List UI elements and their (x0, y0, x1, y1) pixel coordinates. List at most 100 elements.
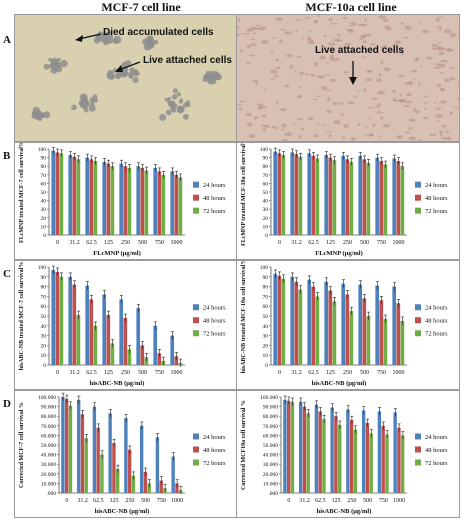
cell-speck (270, 69, 278, 74)
bar (328, 157, 333, 235)
cell-speck (363, 88, 367, 93)
cell-cluster-blob (182, 113, 189, 120)
legend-label: 48 hours (425, 318, 448, 325)
bar (89, 159, 94, 235)
y-tick-label: 90.000 (263, 405, 278, 411)
cell-cluster-blob (154, 40, 159, 45)
x-tick-label: 125 (104, 240, 113, 246)
bar (345, 159, 350, 235)
cell-speck (377, 90, 386, 95)
cell-speck (408, 81, 413, 85)
bar (341, 283, 346, 365)
cell-speck (308, 39, 314, 44)
legend-swatch (193, 194, 199, 201)
x-tick-label: 1000 (171, 240, 183, 246)
cell-speck (431, 43, 439, 47)
bar (174, 174, 179, 235)
cell-cluster-blob (212, 72, 216, 76)
cell-speck (250, 42, 257, 47)
bar (155, 437, 160, 493)
bar (314, 404, 319, 493)
cell-speck (397, 75, 405, 78)
cell-speck (451, 106, 459, 108)
cell-speck (433, 66, 440, 69)
x-tick-label: 62.5 (93, 498, 104, 504)
cell-speck (289, 64, 293, 69)
cell-speck (404, 25, 412, 30)
cell-speck (248, 27, 255, 32)
cell-speck (328, 18, 333, 22)
y-tick-label: 100 (260, 147, 269, 153)
bar (159, 480, 163, 493)
bar (147, 483, 151, 493)
cell-speck (406, 92, 412, 96)
y-tick-label: 20 (41, 343, 47, 349)
cell-speck (444, 130, 450, 133)
bar (307, 153, 312, 235)
cell-speck (438, 51, 445, 56)
y-tick-label: 90.000 (41, 405, 56, 411)
bar (338, 424, 342, 493)
cell-speck (273, 74, 279, 78)
x-tick-label: 1000 (393, 370, 405, 376)
cell-speck (328, 133, 332, 138)
cell-speck (299, 71, 305, 76)
x-tick-label: 31.2 (299, 498, 310, 504)
cell-speck (439, 100, 447, 104)
x-tick-label: 125 (326, 240, 335, 246)
cell-speck (383, 67, 391, 72)
x-tick-label: 250 (343, 240, 352, 246)
cell-cluster-blob (206, 73, 214, 81)
cell-speck (281, 139, 288, 141)
cell-speck (380, 46, 389, 49)
cell-speck (457, 83, 459, 86)
bar (396, 303, 401, 365)
cell-speck (273, 67, 282, 69)
bar (55, 152, 60, 235)
cell-speck (323, 34, 327, 38)
bar (119, 299, 124, 365)
bar (379, 300, 384, 365)
bar (290, 401, 295, 493)
bar (294, 154, 299, 235)
cell-speck (255, 27, 262, 30)
bar (175, 483, 179, 493)
bar (76, 159, 81, 235)
cell-speck (379, 116, 384, 120)
cell-speck (447, 136, 452, 141)
row-label-b: B (3, 150, 11, 162)
cell-speck (364, 18, 367, 22)
cell-cluster-blob (183, 102, 189, 108)
row-label-d: D (3, 398, 11, 410)
bar (102, 294, 107, 365)
cell-speck (396, 135, 403, 138)
bar (377, 411, 382, 493)
x-tick-label: 31.2 (69, 240, 80, 246)
y-tick-label: 100.000 (38, 395, 56, 401)
bar (85, 157, 90, 235)
cell-speck (438, 42, 441, 44)
bar (281, 278, 286, 365)
x-tick-label: 1000 (393, 498, 405, 504)
cell-speck (396, 99, 405, 103)
column-title-right: MCF-10a cell line (305, 0, 397, 14)
cell-speck (433, 63, 442, 65)
bar (116, 469, 120, 493)
x-tick-label: 1000 (171, 370, 183, 376)
bar (76, 399, 81, 493)
bar (68, 405, 73, 493)
bar (318, 411, 322, 493)
cell-speck (380, 60, 384, 65)
y-tick-label: 100.000 (260, 395, 278, 401)
cell-speck (252, 26, 255, 29)
cell-speck (319, 55, 326, 60)
cell-speck (275, 17, 283, 21)
cell-cluster-blob (149, 36, 154, 41)
cell-speck (436, 83, 442, 88)
x-tick-label: 750 (155, 240, 164, 246)
y-axis-label: FLcMNP treated MCF-10a cell survival% (241, 143, 247, 246)
bar (369, 433, 373, 493)
bar (64, 398, 69, 493)
y-tick-label: 70 (263, 173, 269, 179)
cell-speck (310, 73, 315, 78)
